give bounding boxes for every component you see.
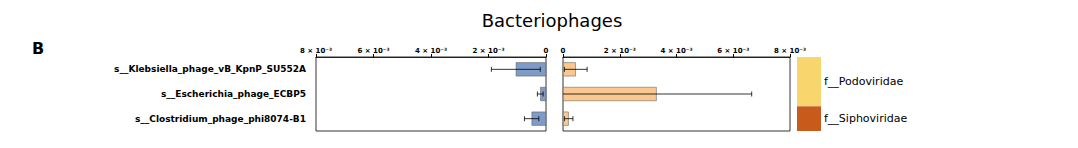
svg-text:6 × 10⁻³: 6 × 10⁻³ [717,47,749,55]
svg-text:2 × 10⁻³: 2 × 10⁻³ [604,47,636,55]
svg-text:4 × 10⁻³: 4 × 10⁻³ [660,47,692,55]
svg-text:B: B [32,39,44,58]
svg-text:s__Klebsiella_phage_vB_KpnP_SU: s__Klebsiella_phage_vB_KpnP_SU552A [114,64,306,74]
svg-text:8 × 10⁻³: 8 × 10⁻³ [774,47,806,55]
svg-text:f__Siphoviridae: f__Siphoviridae [824,112,907,125]
svg-text:4 × 10⁻³: 4 × 10⁻³ [415,47,447,55]
svg-text:Bacteriophages: Bacteriophages [482,10,623,31]
svg-text:s__Clostridium_phage_phi8074-B: s__Clostridium_phage_phi8074-B1 [135,114,306,124]
svg-text:2 × 10⁻³: 2 × 10⁻³ [472,47,504,55]
svg-text:8 × 10⁻³: 8 × 10⁻³ [300,47,332,55]
svg-text:0: 0 [561,47,566,55]
svg-text:s__Escherichia_phage_ECBP5: s__Escherichia_phage_ECBP5 [161,89,306,99]
svg-text:6 × 10⁻³: 6 × 10⁻³ [357,47,389,55]
svg-text:f__Podoviridae: f__Podoviridae [824,75,903,88]
svg-text:0: 0 [544,47,549,55]
